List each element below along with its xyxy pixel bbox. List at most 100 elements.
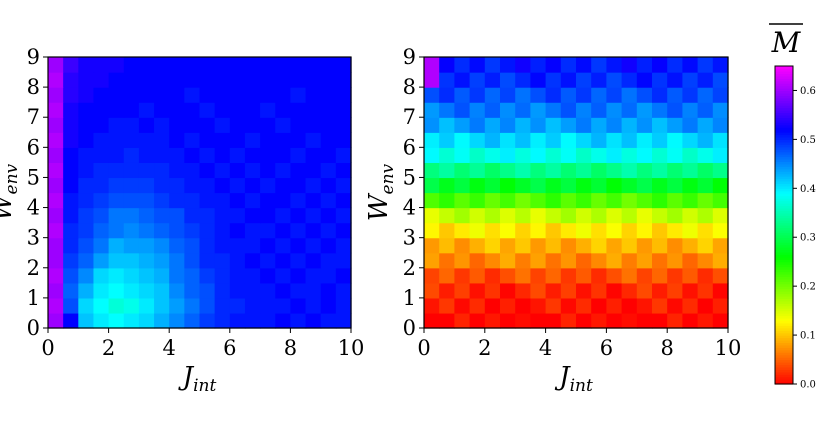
heatmap-cell [108, 177, 125, 194]
colorbar-segment [775, 207, 793, 211]
heatmap-cell [712, 102, 729, 118]
colorbar-segment [775, 337, 793, 341]
heatmap-cell [424, 162, 440, 179]
heatmap-cell [636, 312, 653, 329]
heatmap-cell [636, 72, 653, 88]
heatmap-cell [138, 177, 155, 194]
heatmap-cell [229, 87, 246, 103]
heatmap-cell [305, 282, 322, 299]
heatmap-cell [229, 117, 246, 133]
colorbar-segment [775, 200, 793, 204]
heatmap-cell [530, 282, 547, 299]
heatmap-cell [439, 87, 455, 103]
colorbar-segment [775, 313, 793, 317]
heatmap-cell [48, 312, 64, 329]
heatmap-cell [576, 312, 592, 329]
heatmap-cell [606, 147, 623, 163]
heatmap-cell [199, 177, 216, 194]
heatmap-cell [621, 57, 638, 73]
heatmap-cell [621, 222, 638, 239]
heatmap-cell [697, 177, 714, 194]
heatmap-cell [48, 132, 64, 148]
heatmap-cell [591, 177, 607, 194]
heatmap-cell [305, 192, 322, 209]
heatmap-cell [576, 267, 592, 284]
heatmap-cell [63, 72, 79, 88]
heatmap-cell [229, 192, 246, 209]
x-tick-label: 2 [102, 336, 115, 360]
heatmap-cell [305, 177, 322, 194]
heatmap-cell [169, 162, 185, 179]
heatmap-cell [712, 132, 729, 148]
heatmap-cell [636, 132, 653, 148]
heatmap-cell [244, 192, 261, 209]
heatmap-cell [606, 282, 623, 299]
heatmap-cell [560, 132, 577, 148]
heatmap-cell [576, 297, 592, 314]
colorbar-tick-label: 0.4 [800, 184, 816, 195]
heatmap-cell [530, 57, 547, 73]
heatmap-cell [424, 297, 440, 314]
colorbar-segment [775, 222, 793, 226]
heatmap-cell [621, 237, 638, 254]
heatmap-cell [712, 57, 729, 73]
heatmap-cell [682, 57, 699, 73]
heatmap-cell [454, 312, 471, 329]
heatmap-cell [320, 72, 337, 88]
heatmap-cell [591, 162, 607, 179]
heatmap-cell [652, 132, 668, 148]
heatmap-cell [138, 162, 155, 179]
heatmap-cell [636, 177, 653, 194]
heatmap-cell [545, 162, 562, 179]
heatmap-cell [454, 87, 471, 103]
heatmap-cell [275, 57, 291, 73]
heatmap-cell [424, 117, 440, 133]
heatmap-cell [621, 312, 638, 329]
heatmap-panel-left: 0 2 4 6 8 10 0 1 2 3 4 5 6 7 8 9 Jint Wenv [0, 45, 364, 396]
heatmap-cell [454, 297, 471, 314]
heatmap-cell [697, 267, 714, 284]
colorbar-segment [775, 185, 793, 189]
heatmap-cell [229, 147, 246, 163]
heatmap-cell [469, 237, 486, 254]
heatmap-cell [199, 57, 216, 73]
heatmap-cell [335, 282, 352, 299]
colorbar-segment [775, 278, 793, 282]
heatmap-cell [560, 57, 577, 73]
colorbar-segment [775, 352, 793, 356]
heatmap-cell [530, 102, 547, 118]
heatmap-cell [63, 297, 79, 314]
heatmap-cell [305, 87, 322, 103]
colorbar-segment [775, 90, 793, 94]
heatmap-cell [48, 162, 64, 179]
heatmap-cell [108, 102, 125, 118]
colorbar-segment [775, 251, 793, 255]
heatmap-cell [667, 312, 683, 329]
heatmap-cell [621, 177, 638, 194]
heatmap-cell [697, 192, 714, 209]
heatmap-cell [606, 237, 623, 254]
heatmap-cell [290, 252, 307, 269]
heatmap-cell [545, 132, 562, 148]
heatmap-cell [682, 147, 699, 163]
colorbar-segment [775, 210, 793, 214]
y-tick-label: 6 [403, 135, 416, 159]
heatmap-cell [515, 237, 531, 254]
y-tick-label: 2 [403, 256, 416, 280]
heatmap-cell [123, 282, 140, 299]
heatmap-cell [48, 87, 64, 103]
heatmap-cell [260, 57, 276, 73]
heatmap-cell [214, 312, 231, 329]
x-tick-label: 0 [41, 336, 54, 360]
heatmap-cell [439, 117, 455, 133]
heatmap-cell [320, 177, 337, 194]
heatmap-cell [545, 297, 562, 314]
heatmap-cell [290, 177, 307, 194]
colorbar-segment [775, 273, 793, 277]
heatmap-cell [652, 222, 668, 239]
heatmap-cell [169, 222, 185, 239]
heatmap-cell [652, 192, 668, 209]
heatmap-cell [576, 102, 592, 118]
heatmap-cell [439, 72, 455, 88]
heatmap-cell [667, 252, 683, 269]
